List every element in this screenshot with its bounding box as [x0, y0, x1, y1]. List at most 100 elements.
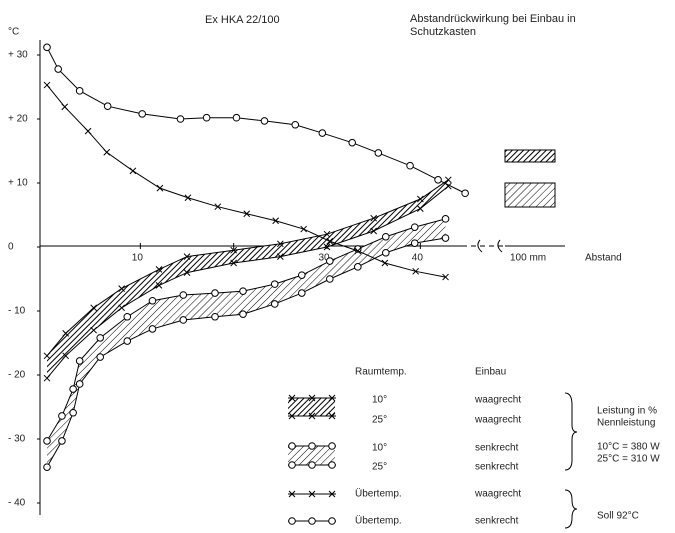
circle-marker: [318, 129, 327, 137]
cross-marker: [129, 167, 137, 175]
circle-marker: [288, 442, 296, 450]
chart-title: Ex HKA 22/100: [205, 14, 280, 26]
circle-marker: [270, 280, 279, 288]
legend-label: waagrecht: [474, 415, 521, 426]
cross-marker: [323, 230, 331, 238]
cross-marker: [61, 103, 69, 111]
circle-marker: [239, 287, 247, 295]
cross-marker: [288, 394, 296, 402]
x-tick-label: 10: [132, 253, 144, 264]
subtitle: Abstandrückwirkung bei Einbau in: [410, 13, 576, 25]
cross-marker: [90, 304, 98, 312]
brace: [564, 392, 578, 471]
circle-marker: [148, 325, 157, 333]
circle-marker: [308, 442, 316, 450]
cross-marker: [276, 240, 284, 248]
cross-marker: [288, 412, 296, 420]
y-tick-label: + 30: [8, 50, 28, 61]
cross-marker: [328, 412, 336, 420]
circle-marker: [138, 110, 146, 118]
series-line: [46, 185, 449, 379]
cross-marker: [62, 352, 70, 360]
series-line: [46, 179, 449, 357]
circle-marker: [270, 300, 279, 308]
note: Leistung in %: [597, 406, 657, 417]
legend-label: Übertemp.: [355, 488, 402, 500]
cross-marker: [84, 127, 92, 135]
cross-marker: [308, 490, 316, 498]
cross-marker: [43, 81, 51, 89]
legend-swatch: [288, 398, 335, 416]
legend-label: senkrecht: [475, 443, 519, 454]
note: 10°C = 380 W: [597, 442, 660, 453]
cross-marker: [288, 490, 296, 498]
circle-marker: [123, 312, 132, 321]
circle-marker: [326, 275, 334, 283]
cross-marker: [90, 326, 98, 334]
circle-marker: [211, 312, 219, 321]
circle-marker: [176, 115, 185, 123]
y-tick-label: - 20: [8, 370, 26, 381]
circle-marker: [69, 385, 77, 393]
circle-marker: [382, 232, 390, 241]
note: 25°C = 310 W: [597, 454, 660, 465]
circle-marker: [75, 87, 84, 95]
circle-marker: [328, 461, 336, 469]
circle-marker: [58, 412, 66, 420]
legend-header: Raumtemp.: [355, 367, 407, 378]
cross-marker: [155, 282, 163, 289]
band-sample: [504, 149, 556, 163]
circle-marker: [382, 248, 390, 257]
break-mark: [477, 239, 503, 253]
cross-marker: [412, 267, 420, 275]
circle-marker: [354, 263, 362, 271]
cross-marker: [370, 227, 378, 235]
cross-marker: [416, 195, 424, 203]
cross-marker: [183, 253, 191, 260]
series-line: [46, 47, 466, 194]
cross-marker: [214, 203, 222, 211]
circle-marker: [410, 239, 419, 247]
circle-marker: [103, 102, 112, 110]
cross-marker: [328, 394, 336, 402]
circle-marker: [410, 223, 419, 231]
cross-marker: [230, 246, 238, 254]
cross-marker: [416, 205, 424, 212]
cross-marker: [370, 214, 378, 222]
subtitle: Schutzkasten: [410, 26, 476, 38]
cross-marker: [308, 394, 316, 402]
y-tick-label: + 10: [8, 178, 28, 189]
cross-marker: [323, 243, 331, 251]
band: [47, 179, 449, 379]
circle-marker: [308, 461, 316, 469]
cross-marker: [308, 412, 316, 420]
cross-marker: [118, 304, 126, 312]
cross-marker: [444, 176, 452, 184]
y-axis-label: °C: [8, 27, 19, 38]
circle-marker: [441, 215, 450, 223]
circle-marker: [54, 65, 63, 73]
note: Nennleistung: [597, 418, 655, 429]
y-tick-label: - 40: [8, 498, 26, 509]
x-axis-label: Abstand: [585, 253, 622, 264]
circle-marker: [43, 463, 51, 471]
x-break-label: 100 mm: [510, 253, 546, 264]
cross-marker: [300, 225, 308, 233]
legend-label: senkrecht: [475, 462, 519, 473]
legend-label: Übertemp.: [355, 515, 402, 527]
circle-marker: [43, 43, 51, 52]
circle-marker: [374, 149, 383, 157]
circle-marker: [461, 189, 469, 198]
cross-marker: [156, 184, 164, 192]
circle-marker: [58, 437, 66, 445]
circle-marker: [43, 437, 51, 445]
legend-label: waagrecht: [474, 395, 521, 406]
cross-marker: [184, 194, 192, 202]
cross-marker: [354, 247, 362, 255]
circle-marker: [179, 291, 188, 299]
legend-label: 25°: [372, 415, 387, 426]
legend-label: senkrecht: [475, 516, 519, 527]
circle-marker: [96, 353, 104, 361]
circle-marker: [328, 442, 336, 450]
